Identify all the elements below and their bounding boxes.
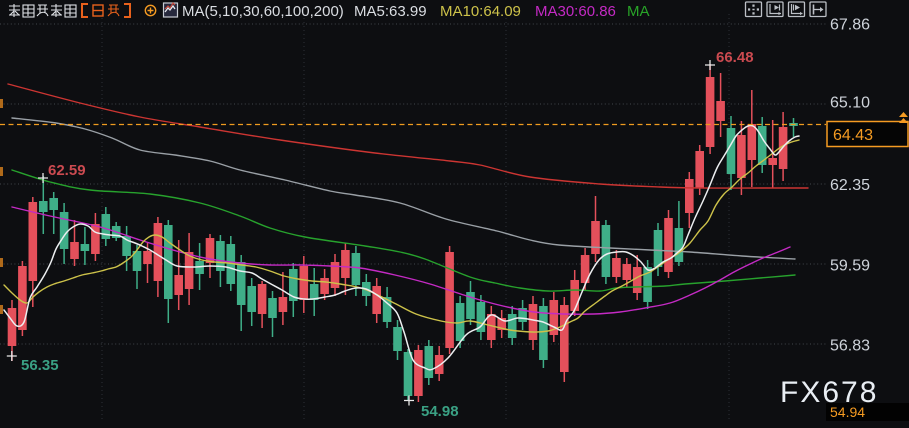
svg-text:54.98: 54.98 bbox=[421, 403, 459, 420]
svg-text:64.43: 64.43 bbox=[833, 127, 873, 144]
svg-text:65.10: 65.10 bbox=[830, 95, 870, 112]
svg-text:66.48: 66.48 bbox=[716, 49, 754, 66]
svg-text:54.94: 54.94 bbox=[830, 404, 865, 420]
svg-text:MA: MA bbox=[627, 3, 650, 20]
svg-text:MA(5,10,30,60,100,200): MA(5,10,30,60,100,200) bbox=[182, 3, 344, 20]
svg-text:67.86: 67.86 bbox=[830, 17, 870, 34]
svg-text:56.35: 56.35 bbox=[21, 357, 59, 374]
svg-text:MA5:63.99: MA5:63.99 bbox=[354, 3, 427, 20]
svg-text:MA30:60.86: MA30:60.86 bbox=[535, 3, 616, 20]
svg-text:62.35: 62.35 bbox=[830, 177, 870, 194]
svg-text:59.59: 59.59 bbox=[830, 258, 870, 275]
svg-text:56.83: 56.83 bbox=[830, 338, 870, 355]
svg-text:62.59: 62.59 bbox=[48, 162, 86, 179]
svg-text:MA10:64.09: MA10:64.09 bbox=[440, 3, 521, 20]
